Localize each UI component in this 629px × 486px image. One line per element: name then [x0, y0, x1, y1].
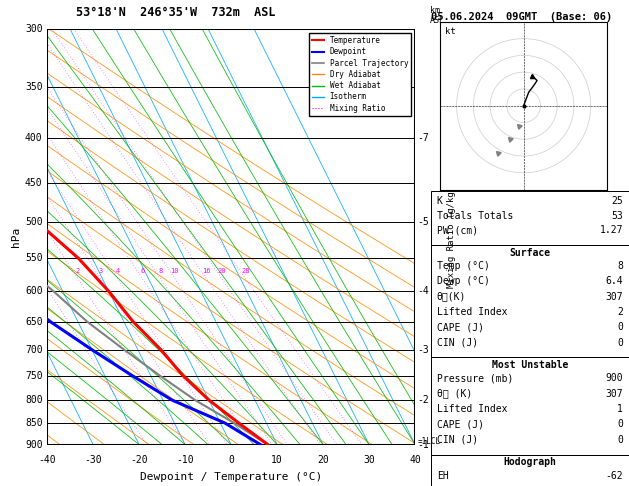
- Text: Totals Totals: Totals Totals: [437, 210, 513, 221]
- Text: CAPE (J): CAPE (J): [437, 419, 484, 429]
- Text: 500: 500: [25, 217, 43, 227]
- Text: hPa: hPa: [11, 227, 21, 247]
- Text: Lifted Index: Lifted Index: [437, 307, 508, 317]
- Text: 0: 0: [228, 455, 234, 465]
- Text: 6.4: 6.4: [606, 276, 623, 286]
- Text: 900: 900: [606, 373, 623, 383]
- Text: 05.06.2024  09GMT  (Base: 06): 05.06.2024 09GMT (Base: 06): [431, 12, 612, 22]
- Text: -1: -1: [418, 440, 429, 450]
- Text: -4: -4: [418, 286, 429, 296]
- Text: 30: 30: [364, 455, 375, 465]
- Text: 850: 850: [25, 418, 43, 428]
- Text: 1.27: 1.27: [599, 226, 623, 235]
- Text: 800: 800: [25, 395, 43, 405]
- Text: kt: kt: [445, 27, 455, 35]
- Text: -2: -2: [418, 395, 429, 405]
- Text: 2: 2: [617, 307, 623, 317]
- Legend: Temperature, Dewpoint, Parcel Trajectory, Dry Adiabat, Wet Adiabat, Isotherm, Mi: Temperature, Dewpoint, Parcel Trajectory…: [309, 33, 411, 116]
- Text: 400: 400: [25, 133, 43, 143]
- Text: 8: 8: [159, 268, 162, 275]
- Text: 307: 307: [606, 388, 623, 399]
- Text: 350: 350: [25, 83, 43, 92]
- Text: 53: 53: [611, 210, 623, 221]
- Text: 1: 1: [617, 404, 623, 414]
- Text: θᴇ(K): θᴇ(K): [437, 292, 466, 302]
- Text: -30: -30: [84, 455, 102, 465]
- Text: 300: 300: [25, 24, 43, 34]
- Text: CIN (J): CIN (J): [437, 434, 478, 445]
- Text: Lifted Index: Lifted Index: [437, 404, 508, 414]
- Text: 40: 40: [409, 455, 421, 465]
- Text: EH: EH: [437, 470, 448, 481]
- Text: 4: 4: [115, 268, 120, 275]
- Text: K: K: [437, 196, 443, 206]
- Text: CIN (J): CIN (J): [437, 338, 478, 347]
- Text: 3: 3: [99, 268, 103, 275]
- Bar: [431, 455, 629, 486]
- Text: -3: -3: [418, 345, 429, 355]
- Text: CAPE (J): CAPE (J): [437, 322, 484, 332]
- Text: 28: 28: [241, 268, 250, 275]
- Text: -20: -20: [130, 455, 148, 465]
- Text: 900: 900: [25, 440, 43, 450]
- Text: -10: -10: [176, 455, 194, 465]
- Text: 10: 10: [170, 268, 179, 275]
- Text: Hodograph: Hodograph: [503, 457, 557, 468]
- Text: =1LCL: =1LCL: [418, 437, 440, 446]
- Text: 6: 6: [140, 268, 144, 275]
- Text: 25: 25: [611, 196, 623, 206]
- Text: PW (cm): PW (cm): [437, 226, 478, 235]
- Text: 2: 2: [75, 268, 80, 275]
- Text: 600: 600: [25, 286, 43, 296]
- Text: 20: 20: [317, 455, 329, 465]
- Bar: [431, 245, 629, 358]
- Text: km
ASL: km ASL: [430, 6, 445, 25]
- Text: 0: 0: [617, 434, 623, 445]
- Text: 650: 650: [25, 316, 43, 327]
- Text: -62: -62: [606, 470, 623, 481]
- Text: 700: 700: [25, 345, 43, 355]
- Text: Temp (°C): Temp (°C): [437, 261, 490, 271]
- Text: 750: 750: [25, 371, 43, 381]
- Text: Mixing Ratio (g/kg): Mixing Ratio (g/kg): [447, 186, 457, 288]
- Text: 10: 10: [271, 455, 283, 465]
- Text: 0: 0: [617, 419, 623, 429]
- Text: Dewpoint / Temperature (°C): Dewpoint / Temperature (°C): [140, 472, 322, 482]
- Text: 0: 0: [617, 322, 623, 332]
- Text: -40: -40: [38, 455, 56, 465]
- Text: 0: 0: [617, 338, 623, 347]
- Text: -7: -7: [418, 133, 429, 143]
- Text: 8: 8: [617, 261, 623, 271]
- Text: 53°18'N  246°35'W  732m  ASL: 53°18'N 246°35'W 732m ASL: [76, 6, 276, 19]
- Bar: [431, 191, 629, 245]
- Text: 450: 450: [25, 177, 43, 188]
- Text: 307: 307: [606, 292, 623, 302]
- Text: Most Unstable: Most Unstable: [492, 360, 568, 370]
- Text: Pressure (mb): Pressure (mb): [437, 373, 513, 383]
- Text: 550: 550: [25, 253, 43, 263]
- Bar: [431, 358, 629, 455]
- Text: -5: -5: [418, 217, 429, 227]
- Text: 16: 16: [202, 268, 211, 275]
- Text: Surface: Surface: [509, 247, 550, 258]
- Text: Dewp (°C): Dewp (°C): [437, 276, 490, 286]
- Text: θᴇ (K): θᴇ (K): [437, 388, 472, 399]
- Text: 20: 20: [218, 268, 226, 275]
